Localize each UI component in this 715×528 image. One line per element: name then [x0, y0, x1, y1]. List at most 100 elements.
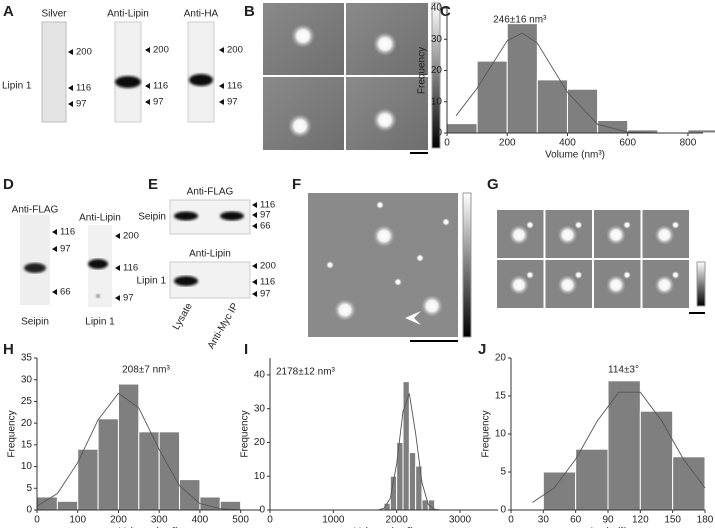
- x-tick-label: 180: [697, 515, 714, 526]
- blot-lane: [114, 21, 142, 123]
- panel-letter: J: [478, 341, 486, 358]
- row-label: Seipin: [138, 212, 166, 223]
- y-tick-label: 15: [495, 391, 507, 402]
- afm-g: [497, 210, 706, 314]
- bar: [117, 383, 140, 511]
- y-tick-label: 5: [26, 483, 32, 494]
- afm-particle: [509, 225, 529, 245]
- marker-arrow: [52, 246, 57, 252]
- bar: [607, 380, 641, 511]
- x-tick-label: 90: [602, 515, 614, 526]
- afm-particle: [416, 254, 424, 262]
- marker-arrow: [68, 85, 73, 91]
- bar: [476, 60, 508, 134]
- afm-particle: [373, 32, 397, 56]
- blot-spot: [96, 294, 100, 298]
- row-label: Lipin 1: [137, 276, 167, 287]
- marker-label: 116: [76, 83, 91, 94]
- x-tick-label: 500: [232, 515, 249, 526]
- marker-label: 200: [260, 261, 276, 272]
- blot-d: [20, 215, 112, 307]
- y-tick-label: 30: [431, 34, 443, 45]
- marker-label: 116: [60, 227, 75, 238]
- blot-band: [88, 259, 108, 269]
- x-tick-label: 30: [538, 515, 550, 526]
- bar: [97, 418, 119, 511]
- panel-letter: C: [440, 3, 451, 20]
- annotation: 246±16 nm³: [493, 15, 547, 26]
- lane-title: Anti-Lipin: [79, 213, 121, 224]
- panel-letter: A: [3, 3, 14, 20]
- afm-particle: [288, 114, 312, 138]
- y-axis-label: Frequency: [417, 47, 428, 94]
- afm-particle: [326, 261, 334, 269]
- bar: [536, 79, 568, 134]
- marker-label: 116: [123, 263, 138, 274]
- color-bar: [696, 261, 706, 307]
- afm-particle: [373, 108, 397, 132]
- bar: [77, 448, 99, 511]
- marker-label: 97: [76, 99, 87, 110]
- marker-arrow: [145, 47, 150, 53]
- fit-curve: [532, 391, 706, 503]
- color-bar: [431, 2, 441, 149]
- y-axis-label: Frequency: [240, 410, 251, 457]
- marker-label: 66: [260, 221, 271, 232]
- marker-label: 97: [123, 293, 134, 304]
- x-tick-label: 100: [69, 515, 86, 526]
- bar: [36, 496, 58, 511]
- afm-particle: [623, 221, 631, 229]
- bar: [402, 381, 410, 511]
- lane-label: Anti-Myc IP: [206, 301, 241, 351]
- y-tick-label: 10: [21, 461, 33, 472]
- bar: [158, 431, 181, 511]
- lane-title: Silver: [41, 9, 67, 20]
- y-tick-label: 20: [254, 437, 266, 448]
- x-tick-label: 800: [680, 138, 697, 149]
- x-tick-label: 1000: [322, 515, 345, 526]
- y-tick-label: 10: [431, 96, 443, 107]
- x-tick-label: 400: [559, 138, 576, 149]
- marker-label: 200: [123, 231, 139, 242]
- bar: [506, 23, 538, 134]
- lane-title: Anti-HA: [184, 9, 219, 20]
- marker-arrow: [115, 265, 120, 271]
- y-axis-label: Frequency: [7, 410, 18, 457]
- marker-arrow: [252, 279, 257, 285]
- marker-label: 200: [76, 47, 92, 58]
- afm-image: [263, 77, 344, 150]
- bar: [446, 123, 478, 134]
- afm-particle: [291, 24, 315, 48]
- bar: [542, 471, 577, 511]
- lane-label: Seipin: [21, 317, 49, 328]
- x-tick-label: 120: [632, 515, 649, 526]
- annotation: 2178±12 nm³: [276, 367, 336, 378]
- x-tick-label: 2000: [386, 515, 409, 526]
- x-axis-label: Volume (nm³): [354, 527, 414, 528]
- y-tick-label: 20: [495, 353, 507, 364]
- marker-arrow: [145, 99, 150, 105]
- afm-particle: [509, 275, 529, 295]
- y-tick-label: 40: [254, 370, 266, 381]
- x-tick-label: 300: [151, 515, 168, 526]
- marker-arrow: [145, 83, 150, 89]
- marker-label: 97: [260, 289, 271, 300]
- marker-arrow: [252, 263, 257, 269]
- fit-curve: [377, 393, 442, 511]
- annotation: 208±7 nm³: [122, 365, 170, 376]
- marker-arrow: [252, 202, 257, 208]
- afm-particle: [606, 275, 626, 295]
- blot-band: [174, 211, 198, 221]
- y-tick-label: 10: [495, 429, 507, 440]
- afm-particle: [671, 271, 680, 279]
- afm-particle: [442, 218, 450, 226]
- y-tick-label: 25: [21, 396, 33, 407]
- bar: [566, 88, 599, 134]
- marker-label: 97: [60, 244, 71, 255]
- panel-letter: D: [3, 176, 14, 193]
- marker-arrow: [252, 212, 257, 218]
- panel-letter: G: [487, 176, 499, 193]
- marker-label: 116: [260, 200, 275, 211]
- marker-arrow: [52, 289, 57, 295]
